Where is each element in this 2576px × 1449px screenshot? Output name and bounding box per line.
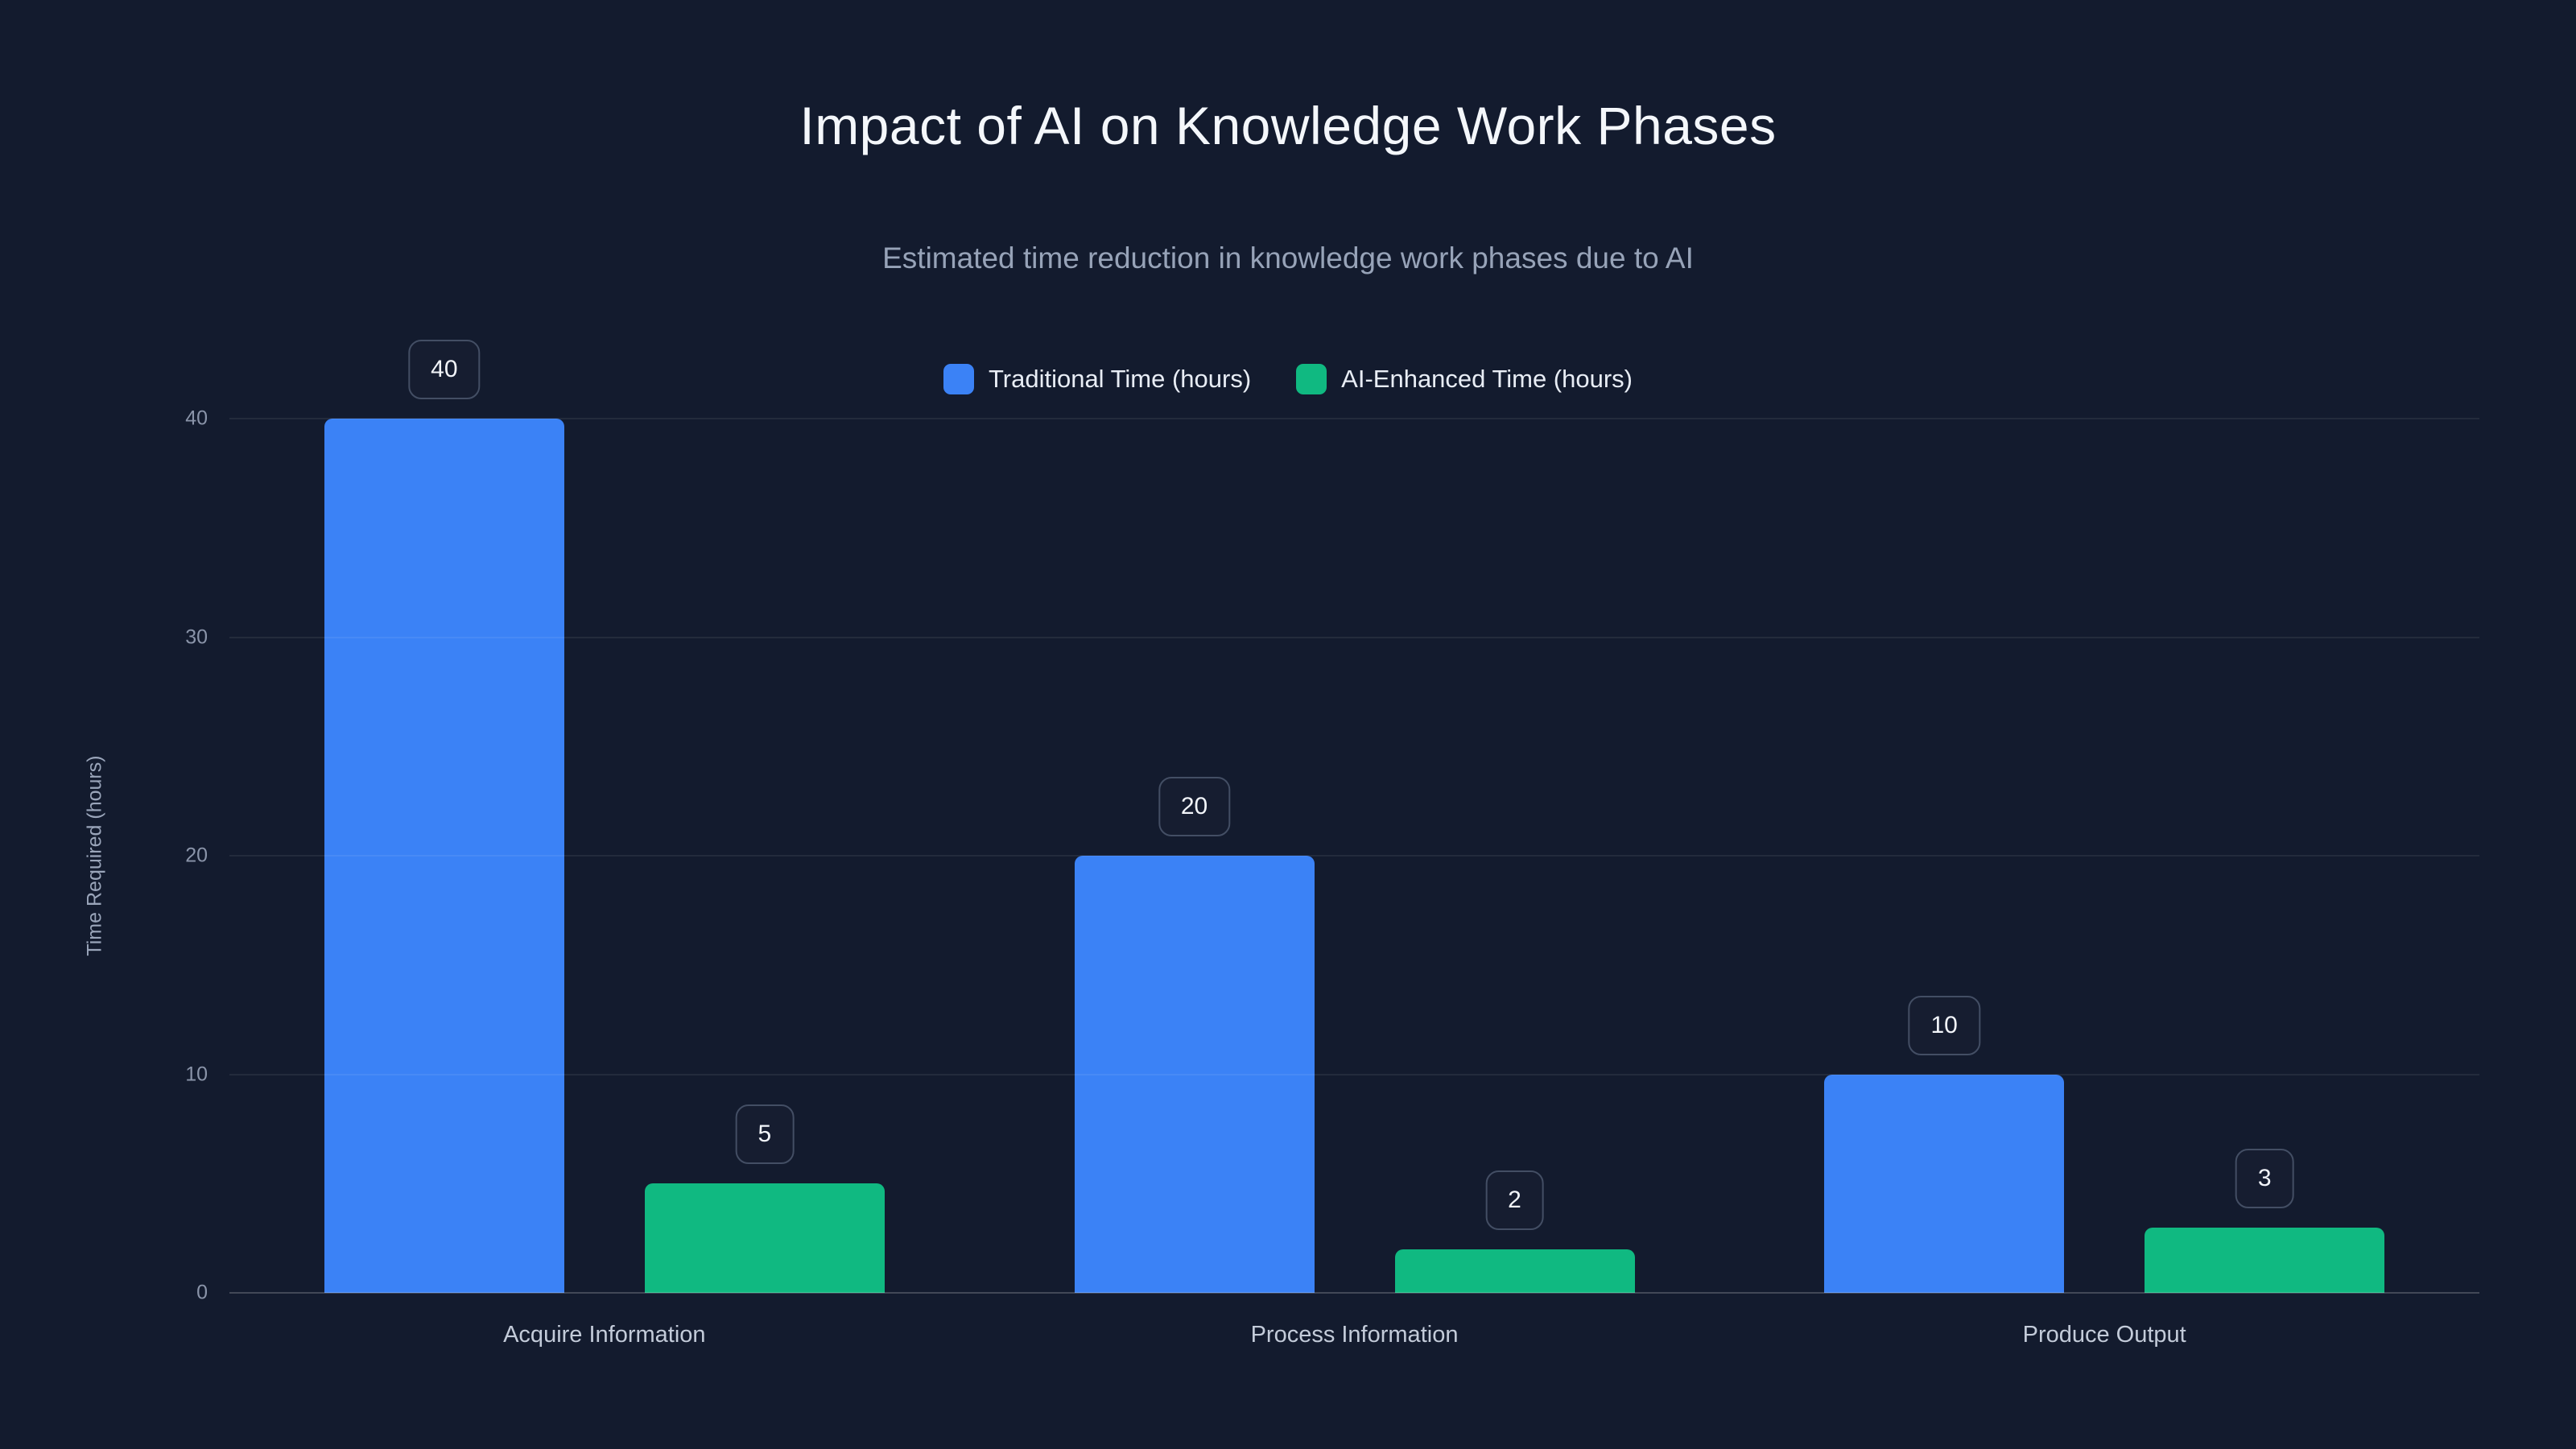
gridline-y-20	[229, 855, 2479, 857]
legend-swatch-icon	[1296, 364, 1327, 394]
legend-swatch-icon	[943, 364, 974, 394]
bar-traditional-time-hours-acquire-information	[324, 419, 564, 1293]
x-label-produce-output: Produce Output	[2022, 1322, 2186, 1348]
bar-slot-traditional-time-hours-acquire-information: 40	[324, 340, 564, 1293]
bar-group-process-information: 20 2	[980, 419, 1730, 1293]
bar-groups: 40 5 20 2 10 3	[229, 340, 2479, 1293]
bar-group-produce-output: 10 3	[1729, 419, 2479, 1293]
y-tick-label-20: 20	[185, 844, 208, 867]
bar-group-acquire-information: 40 5	[229, 340, 980, 1293]
legend-label: AI-Enhanced Time (hours)	[1341, 365, 1633, 393]
value-label-traditional-time-hours-acquire-information: 40	[408, 340, 481, 399]
bar-traditional-time-hours-produce-output	[1824, 1074, 2065, 1293]
bar-ai-enhanced-time-hours-produce-output	[2145, 1227, 2385, 1293]
bar-slot-ai-enhanced-time-hours-acquire-information: 5	[644, 419, 885, 1293]
value-label-ai-enhanced-time-hours-produce-output: 3	[2235, 1148, 2294, 1208]
gridline-y-10	[229, 1073, 2479, 1075]
x-label-process-information: Process Information	[1250, 1322, 1459, 1348]
value-label-ai-enhanced-time-hours-acquire-information: 5	[735, 1104, 795, 1165]
bar-slot-ai-enhanced-time-hours-process-information: 2	[1394, 419, 1635, 1293]
bar-slot-ai-enhanced-time-hours-produce-output: 3	[2145, 419, 2385, 1293]
bar-ai-enhanced-time-hours-process-information	[1394, 1249, 1635, 1293]
chart-subtitle: Estimated time reduction in knowledge wo…	[882, 242, 1694, 275]
y-axis-tick-labels: 0 10 20 30 40	[0, 407, 208, 1304]
x-label-acquire-information: Acquire Information	[503, 1322, 706, 1348]
gridline-y-30	[229, 636, 2479, 638]
y-tick-label-0: 0	[196, 1281, 208, 1304]
y-tick-label-30: 30	[185, 625, 208, 648]
value-label-traditional-time-hours-produce-output: 10	[1908, 995, 1980, 1055]
bar-ai-enhanced-time-hours-acquire-information	[644, 1183, 885, 1293]
legend-item-ai-enhanced-time-hours[interactable]: AI-Enhanced Time (hours)	[1296, 364, 1633, 394]
legend-label: Traditional Time (hours)	[988, 365, 1252, 393]
bar-traditional-time-hours-process-information	[1074, 856, 1315, 1293]
legend: Traditional Time (hours) AI-Enhanced Time…	[0, 364, 2576, 394]
y-tick-label-10: 10	[185, 1063, 208, 1085]
y-tick-label-40: 40	[185, 407, 208, 430]
value-label-ai-enhanced-time-hours-process-information: 2	[1485, 1170, 1544, 1230]
x-axis-baseline	[229, 1292, 2479, 1294]
gridline-y-40	[229, 418, 2479, 419]
plot-area: 40 5 20 2 10 3	[229, 340, 2479, 1294]
legend-item-traditional-time-hours[interactable]: Traditional Time (hours)	[943, 364, 1251, 394]
x-axis-labels: Acquire Information Process Information Pr…	[229, 1322, 2479, 1348]
bar-slot-traditional-time-hours-produce-output: 10	[1824, 419, 2065, 1293]
bar-slot-traditional-time-hours-process-information: 20	[1074, 419, 1315, 1293]
chart-title: Impact of AI on Knowledge Work Phases	[799, 96, 1777, 155]
value-label-traditional-time-hours-process-information: 20	[1158, 777, 1231, 836]
